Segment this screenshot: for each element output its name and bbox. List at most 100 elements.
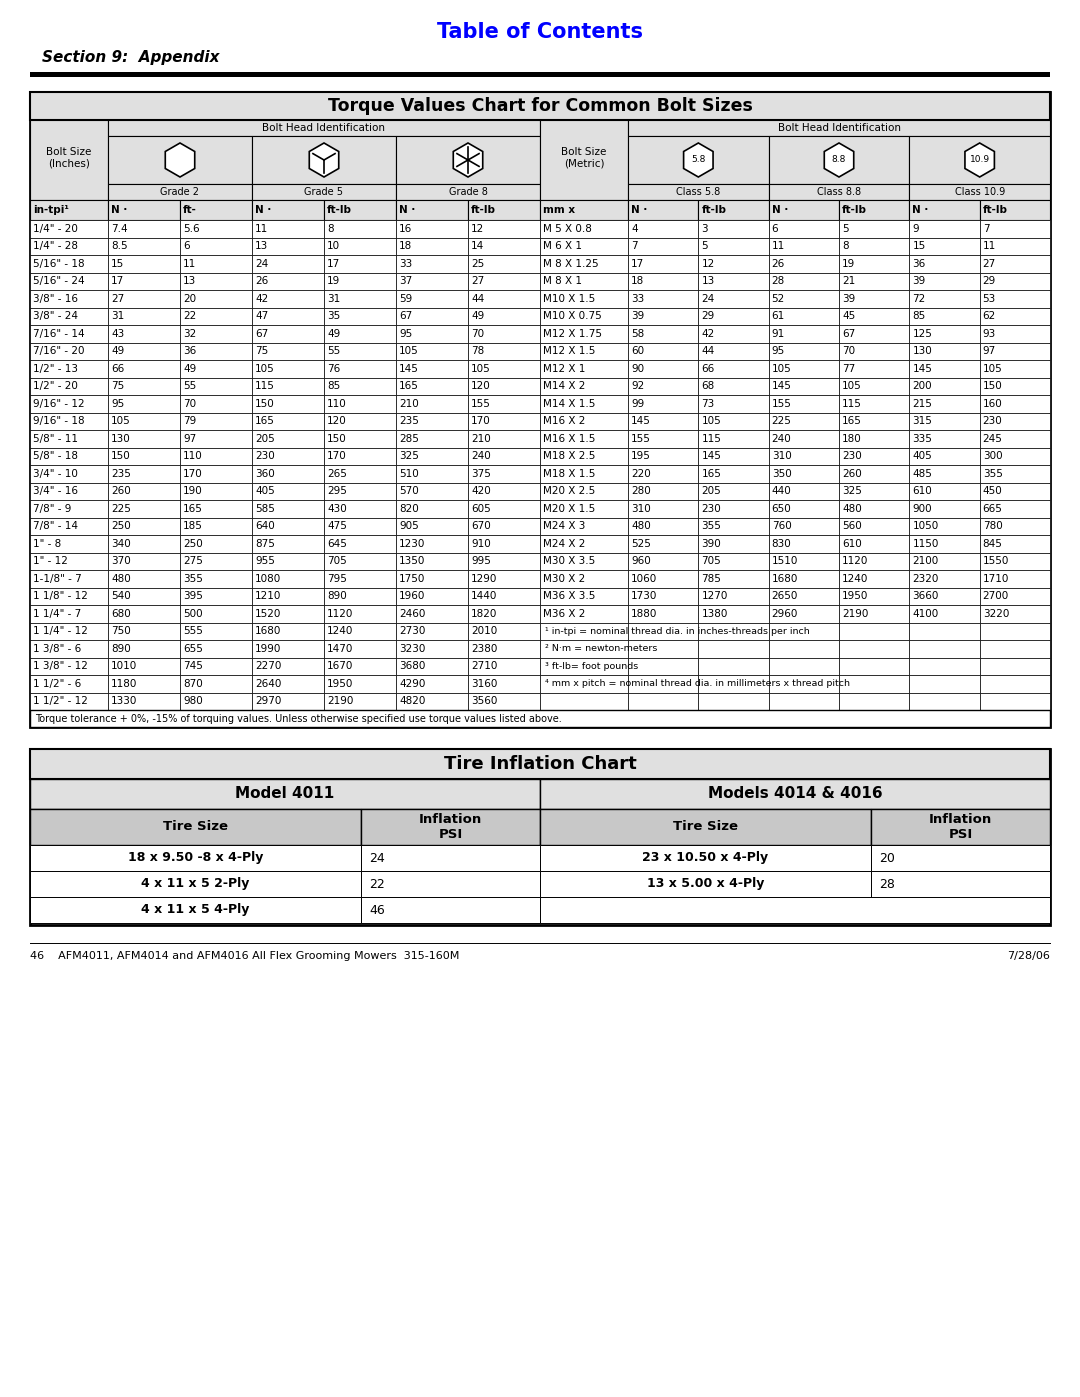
Text: Torque tolerance + 0%, -15% of torquing values. Unless otherwise specified use t: Torque tolerance + 0%, -15% of torquing … [35,714,562,724]
Bar [180,482,252,500]
Text: 555: 555 [183,626,203,636]
Bar [769,640,839,658]
Bar [468,500,540,517]
Bar [252,605,324,623]
Bar [839,272,909,291]
Text: N ·: N · [399,205,416,215]
Text: 155: 155 [471,398,491,409]
Text: 24: 24 [369,852,384,865]
Bar [839,605,909,623]
Bar [180,500,252,517]
Text: 7/8" - 14: 7/8" - 14 [33,521,78,531]
Text: 23 x 10.50 x 4-Ply: 23 x 10.50 x 4-Ply [643,852,769,865]
Text: 1 1/2" - 12: 1 1/2" - 12 [33,696,87,707]
Text: 7/16" - 20: 7/16" - 20 [33,346,84,356]
Bar [627,256,699,272]
Text: 79: 79 [183,416,197,426]
Text: 1880: 1880 [631,609,658,619]
Text: ft-: ft- [183,205,197,215]
Bar [699,675,769,693]
Text: 20: 20 [879,852,895,865]
Bar [30,749,1050,925]
Text: Class 5.8: Class 5.8 [676,187,720,197]
Bar [699,465,769,482]
Text: 3660: 3660 [913,591,939,601]
Text: M16 X 1.5: M16 X 1.5 [543,433,595,444]
Text: 16: 16 [399,224,413,233]
Bar [108,377,180,395]
Bar [980,535,1050,552]
Bar [396,465,468,482]
Bar [909,219,980,237]
Bar [108,500,180,517]
Text: M36 X 3.5: M36 X 3.5 [543,591,595,601]
Text: N ·: N · [913,205,929,215]
Bar [180,640,252,658]
Bar [839,552,909,570]
Bar [627,200,699,219]
Text: 26: 26 [255,277,268,286]
Text: 610: 610 [842,539,862,549]
Bar [396,605,468,623]
Bar [252,219,324,237]
Text: 1960: 1960 [399,591,426,601]
Bar [252,658,324,675]
Bar [180,291,252,307]
Text: Grade 2: Grade 2 [161,187,200,197]
Text: 3680: 3680 [399,661,426,671]
Bar [30,342,108,360]
Text: 13: 13 [255,242,268,251]
Text: 205: 205 [701,486,721,496]
Bar [30,92,1050,120]
Bar [909,535,980,552]
Bar [980,447,1050,465]
Bar [627,360,699,377]
Text: 5/16" - 18: 5/16" - 18 [33,258,84,268]
Bar [769,500,839,517]
Text: 11: 11 [255,224,268,233]
Bar [769,219,839,237]
Text: 22: 22 [183,312,197,321]
Bar [909,552,980,570]
Bar [108,342,180,360]
Text: 5/8" - 18: 5/8" - 18 [33,451,78,461]
Text: 36: 36 [913,258,926,268]
Bar [627,136,769,184]
Text: 12: 12 [471,224,484,233]
Bar [839,588,909,605]
Text: 705: 705 [327,556,347,566]
Bar [252,307,324,326]
Bar [769,412,839,430]
Text: 105: 105 [111,416,131,426]
Text: (Metric): (Metric) [564,159,604,169]
Bar [30,395,108,412]
Text: 155: 155 [631,433,651,444]
Bar [909,377,980,395]
Bar [30,326,108,342]
Bar [180,623,252,640]
Text: 5/16" - 24: 5/16" - 24 [33,277,84,286]
Text: M18 X 2.5: M18 X 2.5 [543,451,595,461]
Bar [627,219,699,237]
Text: 870: 870 [183,679,203,689]
Bar [30,588,108,605]
Bar [396,552,468,570]
Text: M 8 X 1.25: M 8 X 1.25 [543,258,598,268]
Text: 66: 66 [111,363,124,374]
Bar [909,136,1050,184]
Bar [769,447,839,465]
Bar [30,710,1050,726]
Text: 15: 15 [913,242,926,251]
Text: 91: 91 [772,328,785,338]
Text: 1990: 1990 [255,644,282,654]
Bar [468,482,540,500]
Text: 5: 5 [842,224,849,233]
Text: 1050: 1050 [913,521,939,531]
Bar [30,430,108,447]
Text: 1750: 1750 [399,574,426,584]
Text: 70: 70 [183,398,197,409]
Bar [980,219,1050,237]
Text: 32: 32 [183,328,197,338]
Bar [839,693,909,710]
Bar [909,237,980,256]
